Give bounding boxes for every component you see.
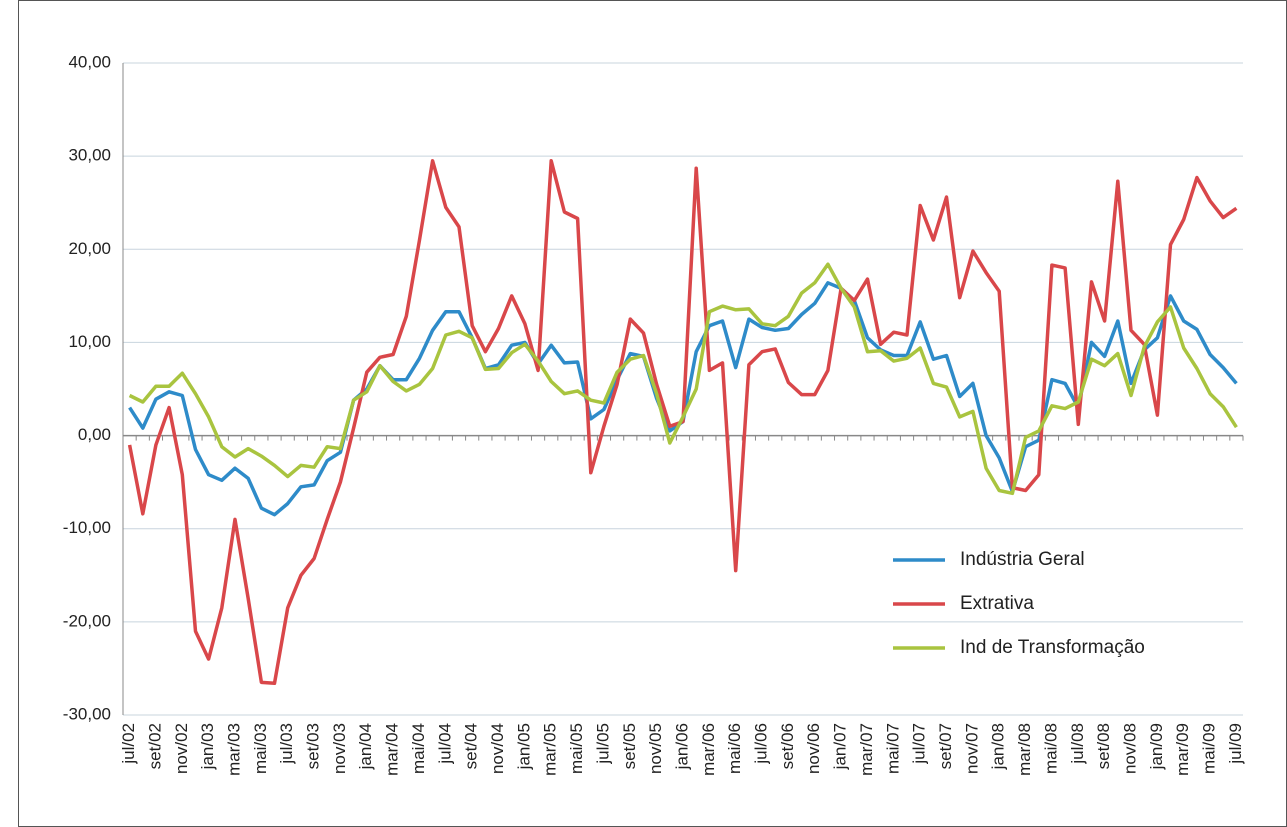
x-tick-label: mai/08 — [1041, 723, 1060, 774]
y-tick-label: 10,00 — [68, 332, 111, 351]
x-tick-label: nov/07 — [962, 723, 981, 774]
y-tick-label: 40,00 — [68, 52, 111, 71]
x-tick-label: jul/04 — [435, 723, 454, 765]
x-tick-label: jan/09 — [1147, 723, 1166, 770]
x-tick-label: jul/05 — [593, 723, 612, 765]
x-tick-label: jan/08 — [989, 723, 1008, 770]
x-tick-label: jan/07 — [831, 723, 850, 770]
x-tick-label: jul/03 — [277, 723, 296, 765]
x-tick-label: set/05 — [620, 723, 639, 769]
x-tick-label: set/08 — [1094, 723, 1113, 769]
x-tick-label: set/04 — [462, 723, 481, 769]
x-tick-label: mar/03 — [224, 723, 243, 776]
x-tick-label: mar/06 — [699, 723, 718, 776]
x-tick-label: mar/07 — [857, 723, 876, 776]
x-tick-label: set/06 — [778, 723, 797, 769]
x-tick-label: mar/09 — [1173, 723, 1192, 776]
x-tick-label: jan/03 — [198, 723, 217, 770]
x-tick-label: jul/08 — [1068, 723, 1087, 765]
x-tick-label: jul/09 — [1226, 723, 1245, 765]
x-tick-label: nov/02 — [172, 723, 191, 774]
legend-label: Indústria Geral — [960, 549, 1085, 570]
y-tick-label: -10,00 — [63, 518, 111, 537]
x-tick-label: mai/06 — [725, 723, 744, 774]
legend-label: Ind de Transformação — [960, 637, 1145, 658]
x-tick-label: jul/07 — [910, 723, 929, 765]
x-tick-label: mai/05 — [567, 723, 586, 774]
x-tick-label: set/07 — [936, 723, 955, 769]
y-tick-label: 20,00 — [68, 239, 111, 258]
x-tick-label: mai/07 — [883, 723, 902, 774]
x-tick-label: set/03 — [304, 723, 323, 769]
line-series — [127, 159, 1238, 686]
x-tick-label: jan/04 — [356, 723, 375, 770]
x-tick-label: mai/03 — [251, 723, 270, 774]
x-tick-label: mar/04 — [383, 723, 402, 776]
x-tick-label: nov/06 — [804, 723, 823, 774]
x-tick-label: jan/05 — [514, 723, 533, 770]
y-tick-label: -20,00 — [63, 611, 111, 630]
y-tick-label: 30,00 — [68, 146, 111, 165]
y-tick-label: 0,00 — [78, 425, 111, 444]
x-tick-label: jul/02 — [119, 723, 138, 765]
x-tick-label: set/02 — [145, 723, 164, 769]
x-tick-label: mar/08 — [1015, 723, 1034, 776]
y-tick-label: -30,00 — [63, 704, 111, 723]
legend-label: Extrativa — [960, 593, 1034, 614]
x-tick-label: nov/03 — [330, 723, 349, 774]
x-tick-label: jul/06 — [752, 723, 771, 765]
x-tick-label: mai/09 — [1200, 723, 1219, 774]
frame — [18, 0, 1287, 827]
line-series — [128, 262, 1238, 496]
x-tick-label: mar/05 — [541, 723, 560, 776]
x-tick-label: nov/05 — [646, 723, 665, 774]
x-tick-label: jan/06 — [672, 723, 691, 770]
x-tick-label: nov/08 — [1120, 723, 1139, 774]
x-tick-label: nov/04 — [488, 723, 507, 774]
x-tick-label: mai/04 — [409, 723, 428, 774]
